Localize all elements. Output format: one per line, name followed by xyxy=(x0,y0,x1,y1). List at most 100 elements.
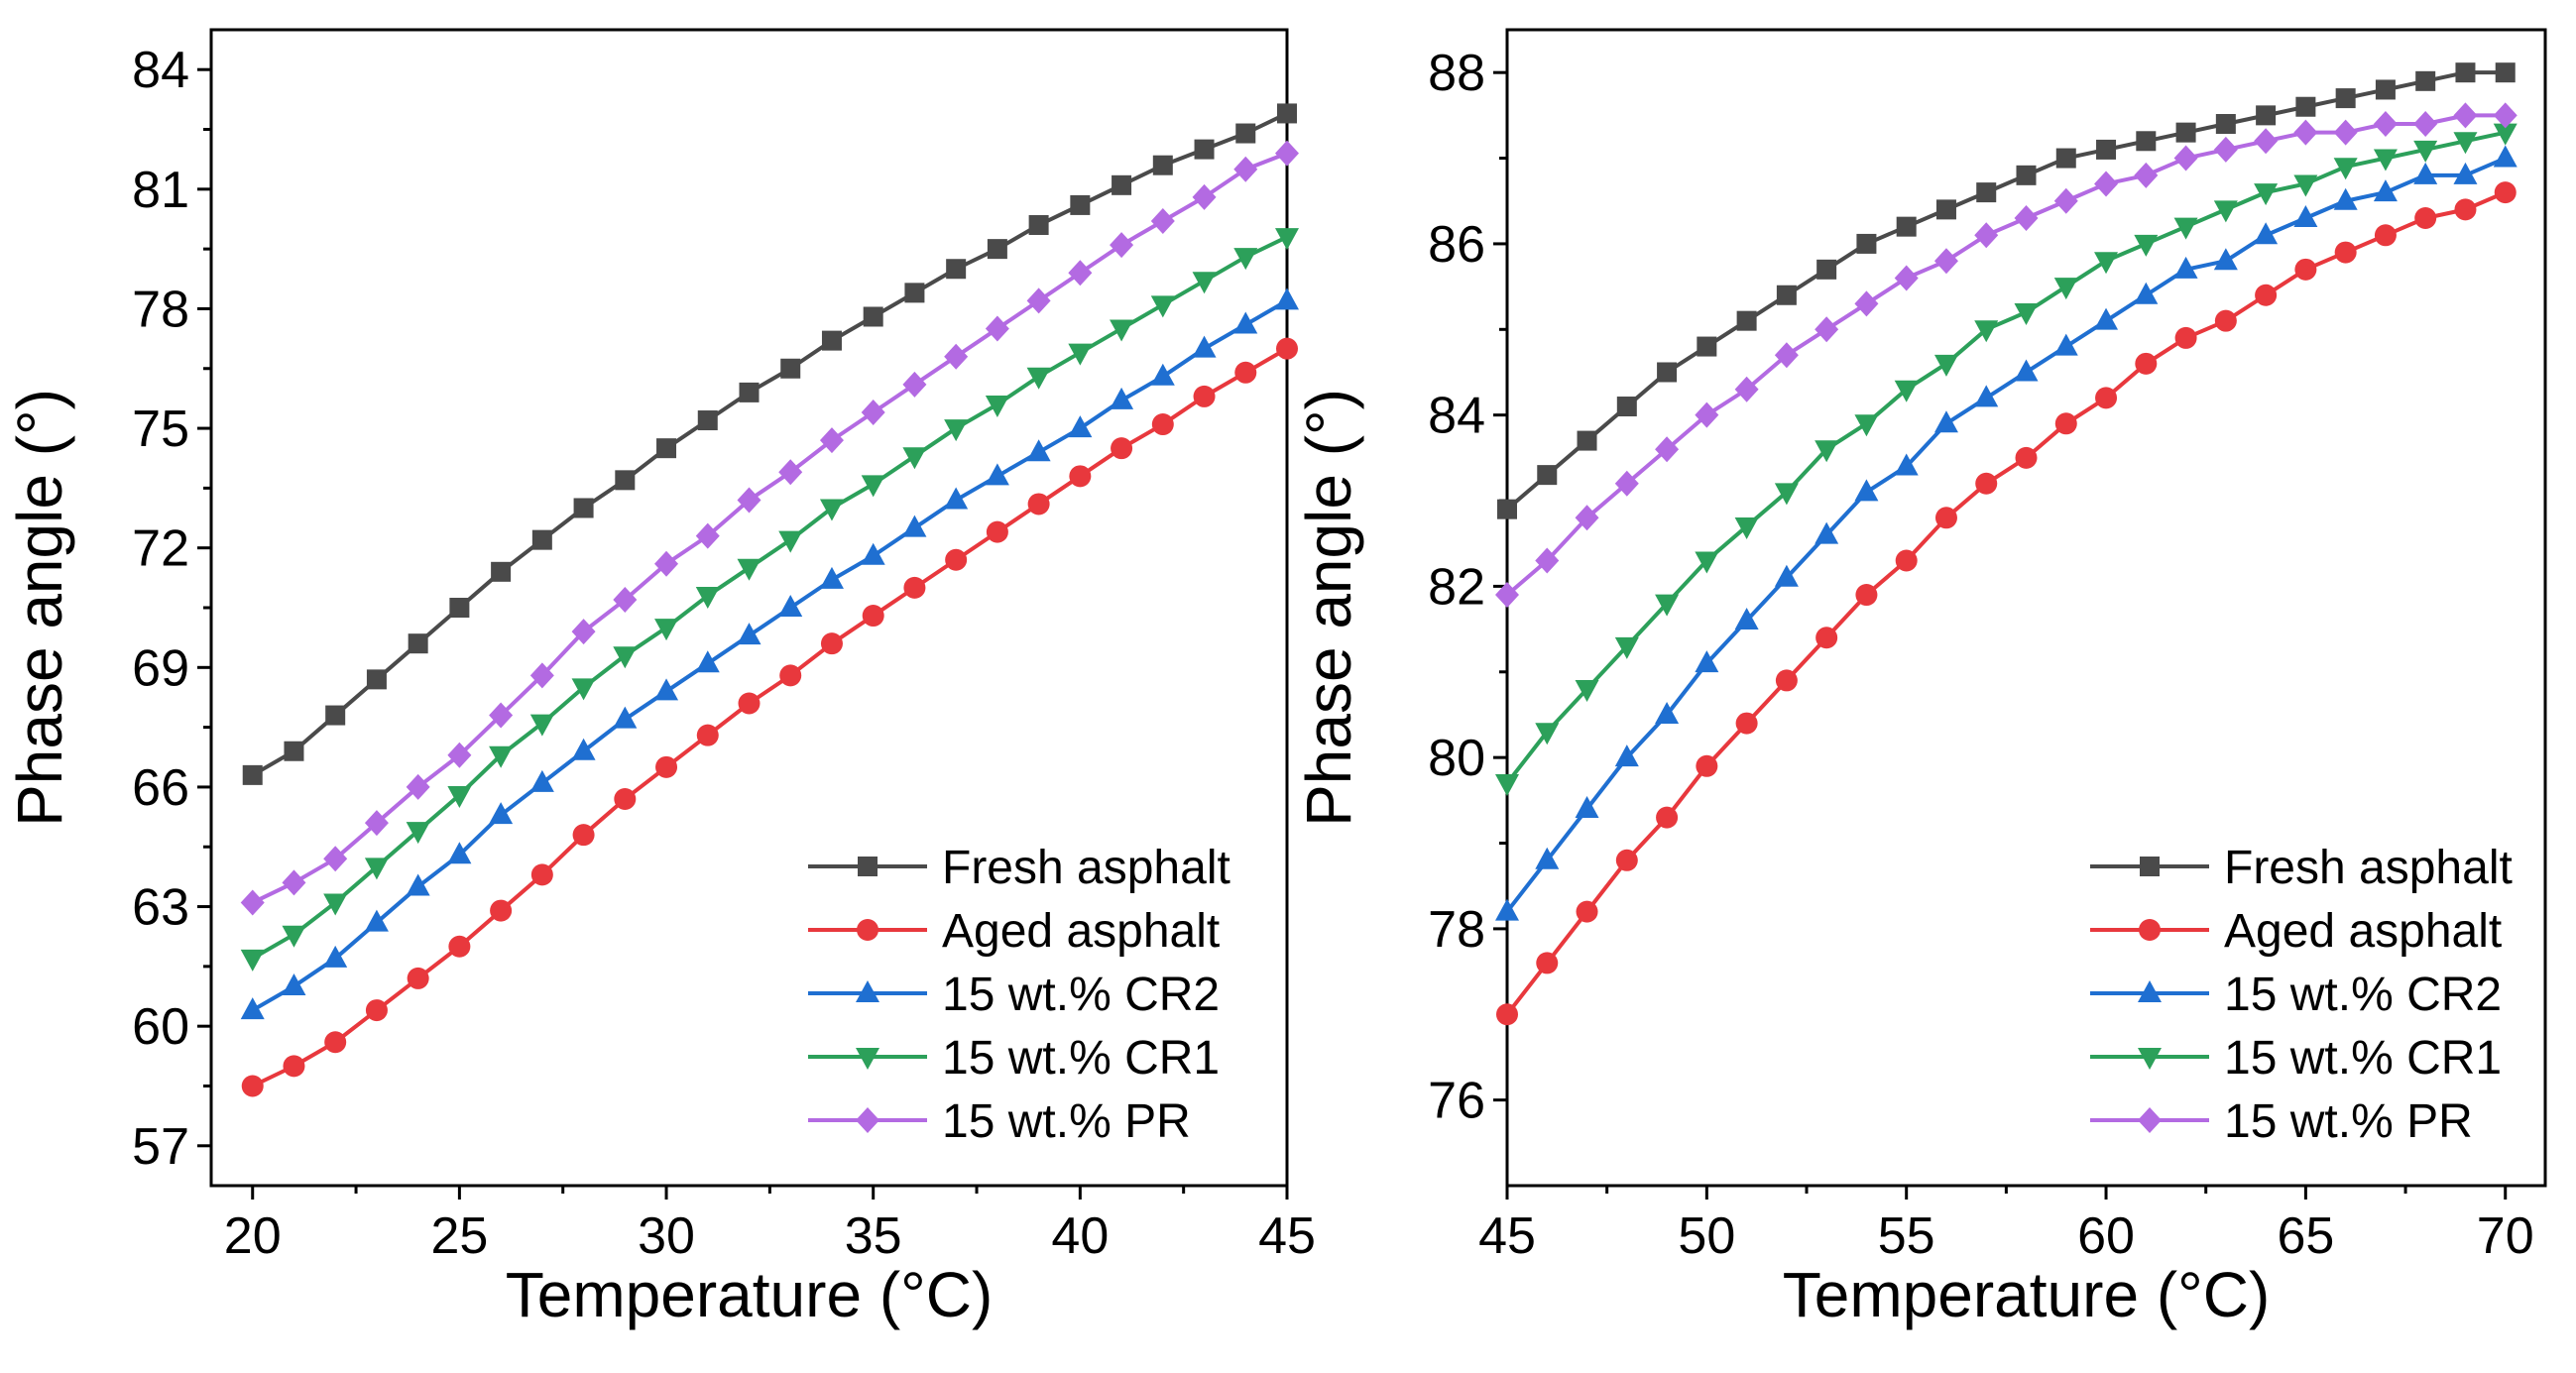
data-point xyxy=(1976,182,1997,203)
data-point xyxy=(2413,162,2438,184)
series-1 xyxy=(1497,62,2516,519)
data-point xyxy=(1734,376,1759,402)
data-point xyxy=(2293,174,2318,197)
data-point xyxy=(2414,207,2437,230)
y-tick-label: 84 xyxy=(1428,388,1485,445)
data-point xyxy=(1614,744,1639,767)
data-point xyxy=(406,773,430,800)
data-point xyxy=(1655,701,1680,724)
series-line xyxy=(1505,70,2506,512)
data-point xyxy=(1614,470,1639,497)
data-point xyxy=(1774,483,1799,506)
data-point xyxy=(1068,415,1093,438)
series-2 xyxy=(1496,181,2517,1026)
data-point xyxy=(447,785,472,808)
data-point xyxy=(737,558,761,581)
data-point xyxy=(366,669,387,690)
data-point xyxy=(2134,234,2159,257)
data-point xyxy=(1026,287,1051,314)
data-point xyxy=(1695,650,1719,673)
legend-marker xyxy=(856,980,879,1002)
data-point xyxy=(2333,119,2358,146)
data-point xyxy=(1495,898,1519,921)
data-point xyxy=(863,306,883,327)
data-point xyxy=(2454,198,2477,221)
data-point xyxy=(1537,465,1558,486)
legend: Fresh asphalt Aged asphalt 15 wt.% CR2 15 w… xyxy=(2090,842,2513,1148)
x-tick-label: 40 xyxy=(1051,1207,1109,1265)
series-line xyxy=(1505,113,2506,597)
data-point xyxy=(323,893,348,916)
x-axis-label: Temperature (°C) xyxy=(1783,1259,2271,1330)
data-point xyxy=(1496,1003,1518,1026)
data-point xyxy=(738,692,761,715)
data-point xyxy=(2053,278,2078,300)
data-point xyxy=(241,1075,264,1097)
data-point xyxy=(2375,79,2396,100)
data-point xyxy=(986,520,1008,543)
data-point xyxy=(2213,248,2238,271)
data-point xyxy=(1815,440,1839,463)
data-point xyxy=(364,858,389,880)
data-point xyxy=(1974,385,1999,407)
data-point xyxy=(2413,140,2438,163)
series-3 xyxy=(240,287,1299,1020)
data-point xyxy=(1774,342,1799,369)
legend-label: 15 wt.% CR1 xyxy=(942,1032,1220,1085)
data-point xyxy=(613,706,638,729)
data-point xyxy=(1026,367,1051,390)
data-point xyxy=(1896,216,1917,237)
data-point xyxy=(364,909,389,932)
data-point xyxy=(1696,754,1718,777)
data-point xyxy=(656,438,677,459)
data-point xyxy=(2254,128,2279,155)
data-point xyxy=(1110,387,1134,409)
data-point xyxy=(1657,362,1678,383)
data-point xyxy=(1975,472,1998,495)
data-point xyxy=(2413,111,2438,138)
data-point xyxy=(365,999,388,1022)
data-point xyxy=(985,463,1009,486)
x-tick-label: 30 xyxy=(638,1207,695,1265)
data-point xyxy=(1235,123,1256,144)
data-point xyxy=(1695,401,1719,428)
legend-label: Fresh asphalt xyxy=(942,842,1230,894)
data-point xyxy=(861,542,885,565)
data-point xyxy=(819,499,844,521)
data-point xyxy=(407,967,429,989)
data-point xyxy=(1112,174,1132,195)
data-point xyxy=(737,487,761,514)
data-point xyxy=(2053,187,2078,214)
data-point xyxy=(1854,479,1879,502)
data-point xyxy=(282,869,306,896)
data-point xyxy=(2174,326,2197,349)
data-point xyxy=(1775,669,1798,692)
chart-2: 45 50 55 60 65 70 76 78 80 82 84 86 88 Temperature (°… xyxy=(1293,28,2547,1330)
series-5 xyxy=(240,140,1299,916)
data-point xyxy=(1497,499,1517,519)
data-point xyxy=(1815,316,1839,343)
data-point xyxy=(2173,145,2198,172)
data-point xyxy=(1776,285,1797,305)
data-point xyxy=(490,899,513,922)
data-point xyxy=(489,802,514,825)
data-point xyxy=(573,498,594,518)
data-point xyxy=(323,846,348,872)
x-tick-label: 25 xyxy=(430,1207,488,1265)
data-point xyxy=(2254,222,2279,245)
data-point xyxy=(2014,359,2039,382)
data-point xyxy=(2256,105,2277,126)
legend-marker xyxy=(856,1048,879,1070)
data-point xyxy=(571,619,596,645)
y-tick-label: 69 xyxy=(132,639,189,697)
data-point xyxy=(1027,493,1050,515)
data-point xyxy=(1234,361,1257,384)
x-axis-label: Temperature (°C) xyxy=(506,1259,994,1330)
data-point xyxy=(2094,171,2119,197)
data-point xyxy=(571,678,596,701)
data-point xyxy=(1068,260,1093,286)
data-point xyxy=(1815,627,1838,649)
x-tick-label: 50 xyxy=(1678,1207,1735,1265)
data-point xyxy=(902,371,927,398)
data-point xyxy=(614,787,637,810)
